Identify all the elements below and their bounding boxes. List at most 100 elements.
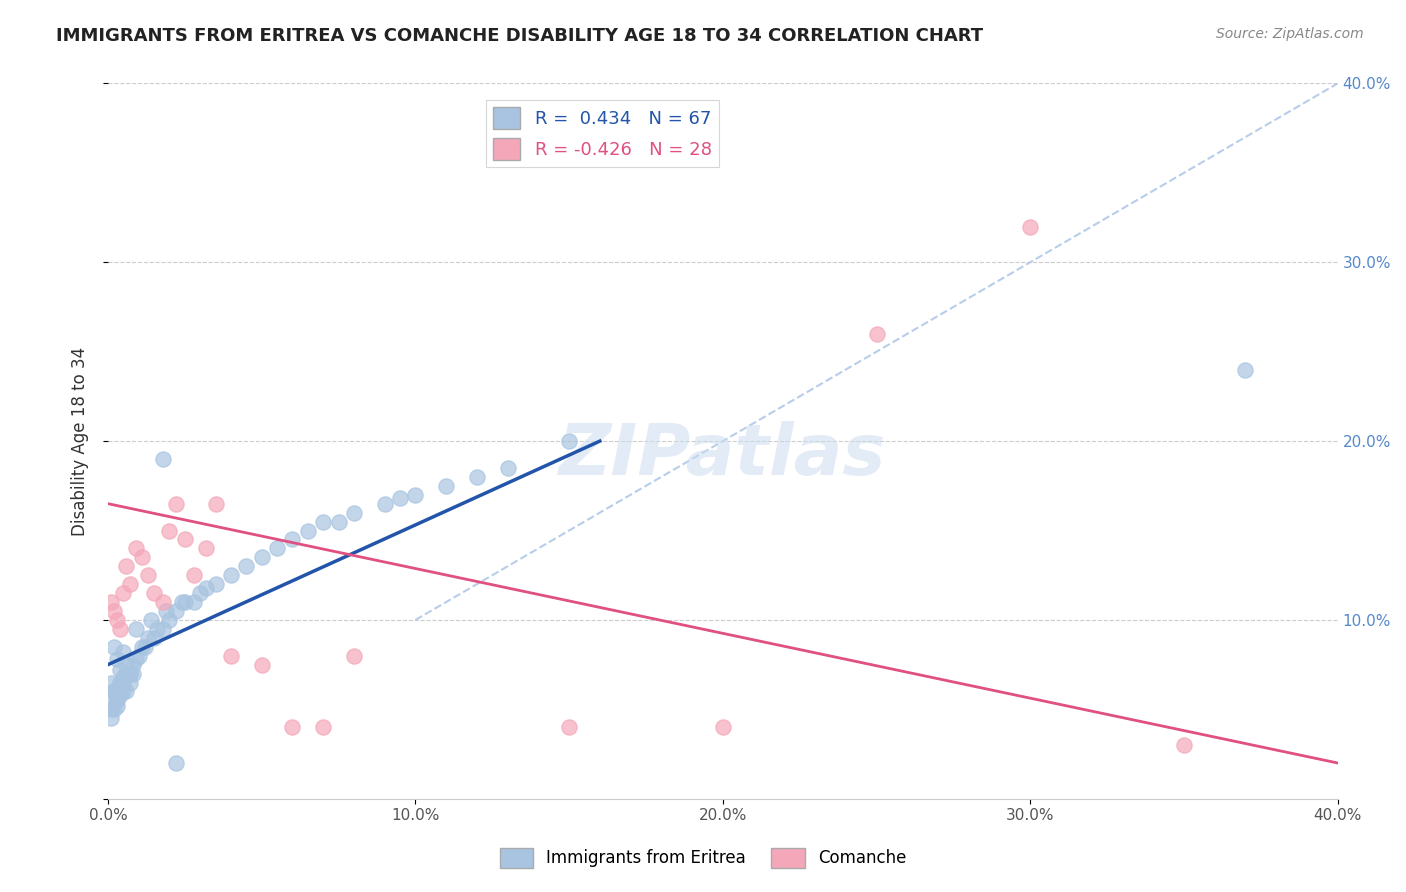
Point bbox=[110, 675, 132, 690]
Point bbox=[1019, 219, 1042, 234]
Point bbox=[105, 684, 128, 698]
Point bbox=[115, 684, 138, 698]
Point bbox=[235, 559, 257, 574]
Legend: R =  0.434   N = 67, R = -0.426   N = 28: R = 0.434 N = 67, R = -0.426 N = 28 bbox=[486, 100, 718, 167]
Point bbox=[219, 648, 242, 663]
Point bbox=[434, 479, 457, 493]
Point bbox=[465, 470, 488, 484]
Point bbox=[143, 586, 166, 600]
Point bbox=[711, 720, 734, 734]
Point bbox=[343, 648, 366, 663]
Point bbox=[1173, 738, 1195, 752]
Point bbox=[496, 461, 519, 475]
Point bbox=[136, 568, 159, 582]
Point bbox=[100, 711, 122, 725]
Point bbox=[100, 702, 122, 716]
Point bbox=[103, 604, 125, 618]
Point bbox=[115, 657, 138, 672]
Point bbox=[112, 586, 135, 600]
Point bbox=[112, 675, 135, 690]
Point bbox=[250, 657, 273, 672]
Point bbox=[165, 497, 187, 511]
Point bbox=[124, 541, 146, 556]
Point bbox=[124, 622, 146, 636]
Point bbox=[134, 640, 156, 654]
Point bbox=[100, 675, 122, 690]
Point bbox=[195, 541, 218, 556]
Point bbox=[112, 645, 135, 659]
Point bbox=[312, 720, 335, 734]
Point bbox=[195, 581, 218, 595]
Point bbox=[374, 497, 396, 511]
Point bbox=[100, 595, 122, 609]
Point bbox=[103, 702, 125, 716]
Point bbox=[250, 550, 273, 565]
Point bbox=[173, 533, 195, 547]
Point bbox=[183, 595, 205, 609]
Point bbox=[159, 613, 181, 627]
Point bbox=[188, 586, 211, 600]
Point bbox=[118, 666, 141, 681]
Point bbox=[110, 663, 132, 677]
Point bbox=[118, 577, 141, 591]
Point bbox=[312, 515, 335, 529]
Point bbox=[165, 604, 187, 618]
Point bbox=[118, 666, 141, 681]
Point bbox=[558, 434, 581, 449]
Point bbox=[183, 568, 205, 582]
Point bbox=[865, 326, 887, 341]
Point bbox=[131, 640, 153, 654]
Y-axis label: Disability Age 18 to 34: Disability Age 18 to 34 bbox=[72, 346, 89, 536]
Point bbox=[121, 657, 143, 672]
Point bbox=[115, 666, 138, 681]
Point bbox=[124, 652, 146, 666]
Point bbox=[404, 488, 426, 502]
Point bbox=[105, 693, 128, 707]
Point bbox=[103, 640, 125, 654]
Text: Source: ZipAtlas.com: Source: ZipAtlas.com bbox=[1216, 27, 1364, 41]
Point bbox=[173, 595, 195, 609]
Point bbox=[281, 720, 304, 734]
Point bbox=[297, 524, 319, 538]
Point bbox=[118, 675, 141, 690]
Point bbox=[281, 533, 304, 547]
Point bbox=[152, 595, 174, 609]
Point bbox=[146, 622, 169, 636]
Text: IMMIGRANTS FROM ERITREA VS COMANCHE DISABILITY AGE 18 TO 34 CORRELATION CHART: IMMIGRANTS FROM ERITREA VS COMANCHE DISA… bbox=[56, 27, 983, 45]
Legend: Immigrants from Eritrea, Comanche: Immigrants from Eritrea, Comanche bbox=[494, 841, 912, 875]
Point bbox=[219, 568, 242, 582]
Point bbox=[389, 491, 412, 506]
Point bbox=[103, 684, 125, 698]
Point bbox=[105, 698, 128, 713]
Point bbox=[159, 524, 181, 538]
Point bbox=[110, 622, 132, 636]
Point bbox=[115, 559, 138, 574]
Point bbox=[139, 613, 162, 627]
Point bbox=[152, 452, 174, 467]
Point bbox=[1234, 362, 1257, 376]
Point bbox=[112, 684, 135, 698]
Point bbox=[103, 684, 125, 698]
Point bbox=[343, 506, 366, 520]
Point bbox=[136, 631, 159, 645]
Point bbox=[266, 541, 288, 556]
Point bbox=[204, 577, 226, 591]
Point bbox=[110, 675, 132, 690]
Point bbox=[112, 670, 135, 684]
Point bbox=[152, 622, 174, 636]
Point bbox=[121, 666, 143, 681]
Point bbox=[105, 693, 128, 707]
Point bbox=[110, 688, 132, 702]
Point bbox=[105, 652, 128, 666]
Point bbox=[165, 756, 187, 770]
Point bbox=[131, 550, 153, 565]
Point bbox=[128, 648, 150, 663]
Point bbox=[204, 497, 226, 511]
Text: ZIPatlas: ZIPatlas bbox=[560, 421, 887, 490]
Point bbox=[328, 515, 350, 529]
Point bbox=[170, 595, 193, 609]
Point bbox=[105, 613, 128, 627]
Point bbox=[558, 720, 581, 734]
Point bbox=[155, 604, 177, 618]
Point bbox=[103, 693, 125, 707]
